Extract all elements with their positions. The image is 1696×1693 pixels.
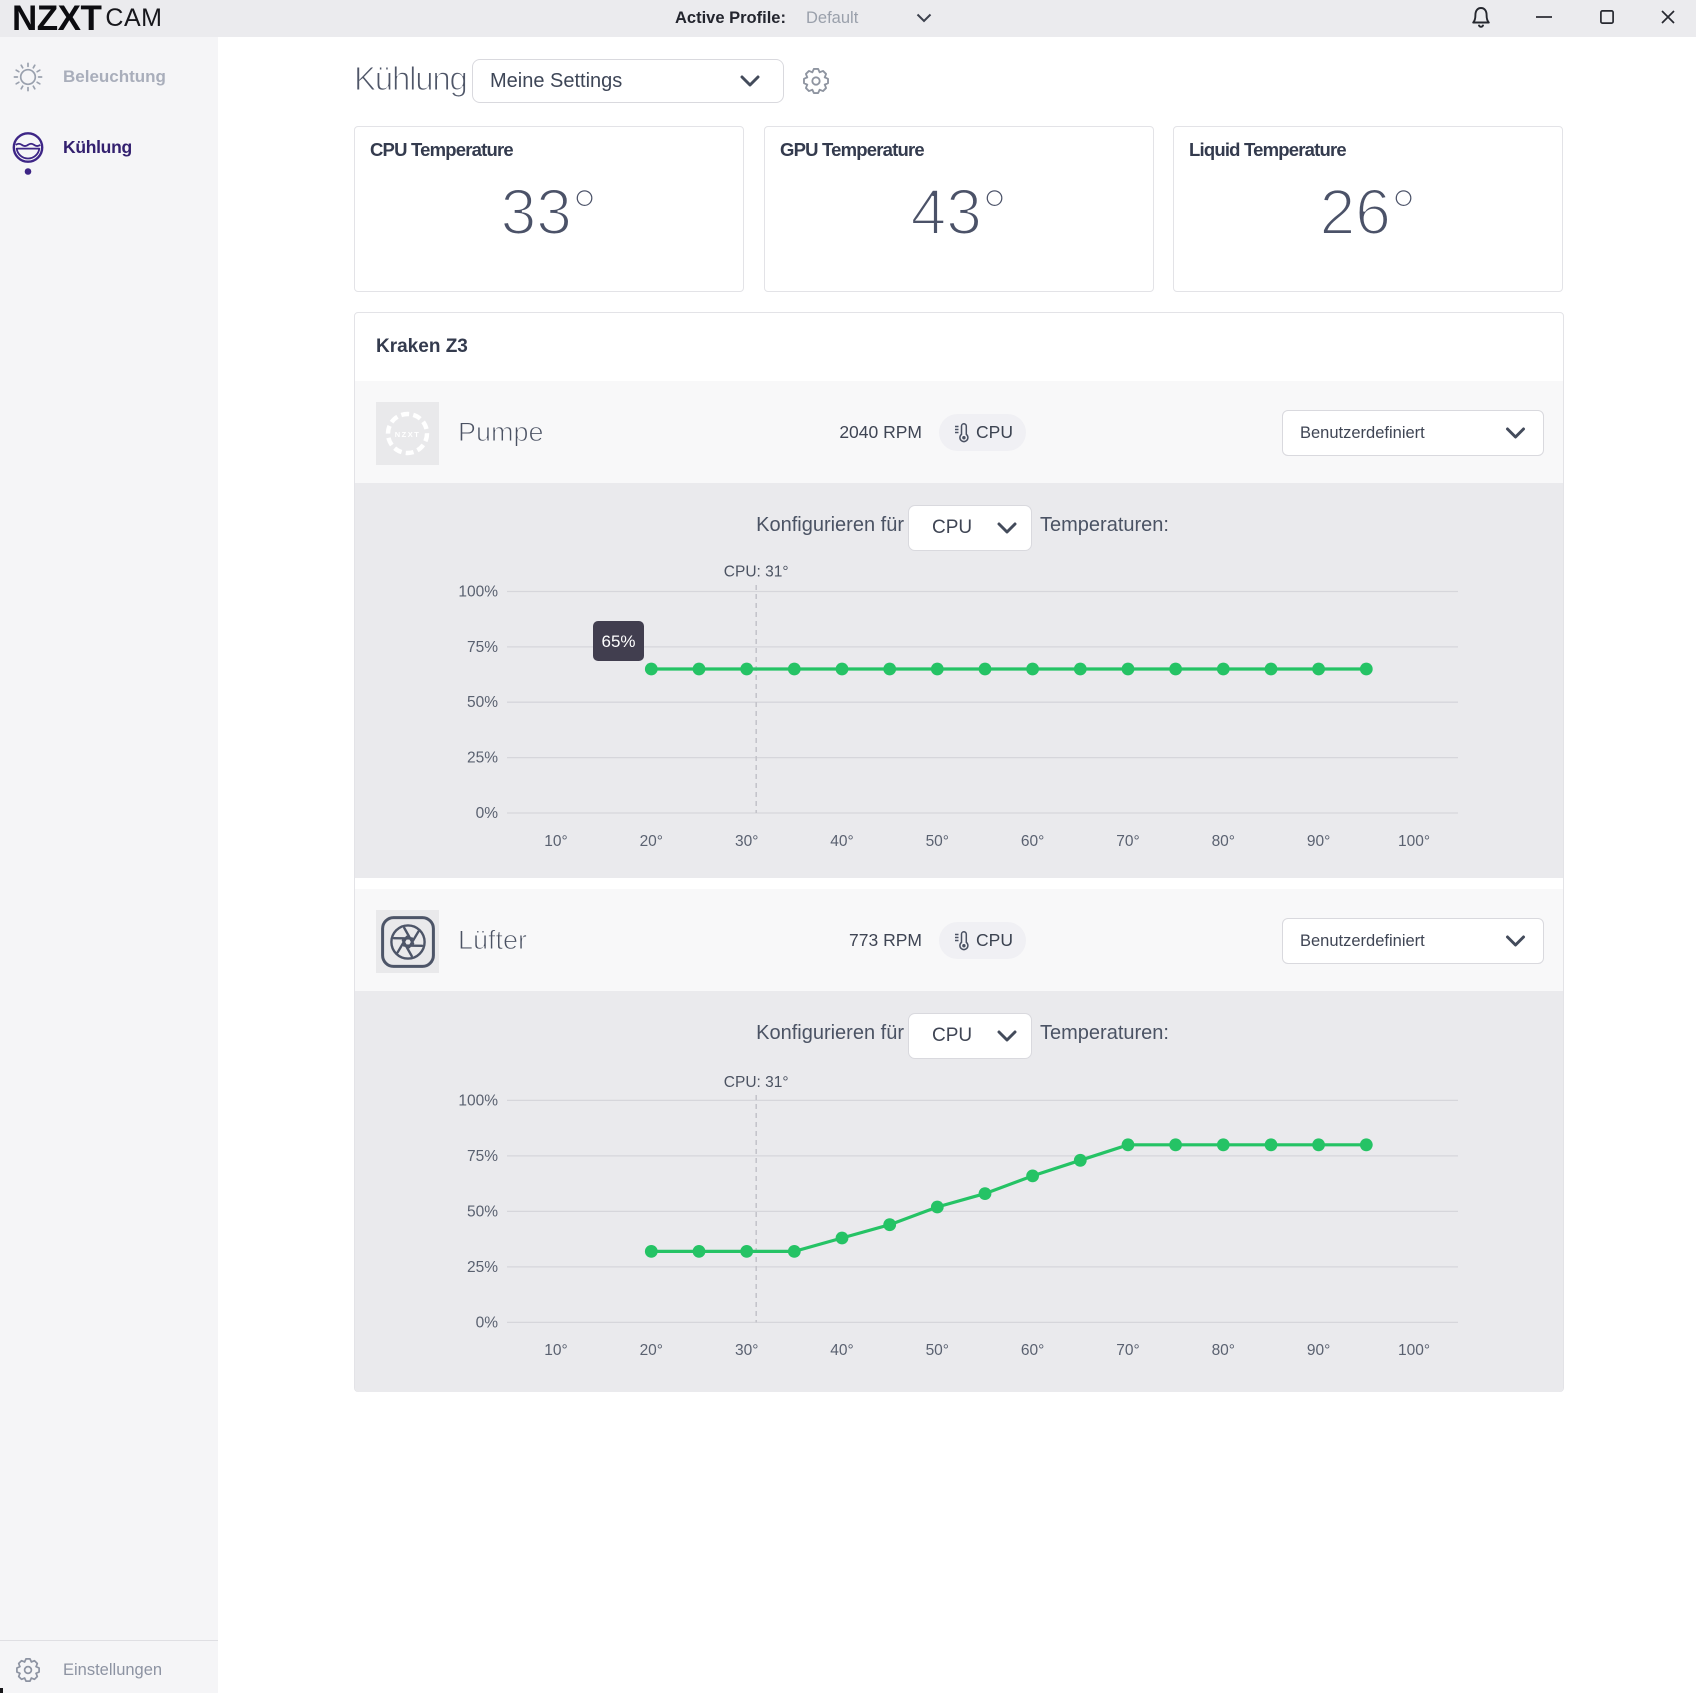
svg-text:90°: 90° <box>1307 833 1330 850</box>
svg-text:20°: 20° <box>640 833 663 850</box>
svg-text:0%: 0% <box>476 805 499 822</box>
svg-text:50°: 50° <box>926 833 949 850</box>
svg-text:70°: 70° <box>1116 833 1139 850</box>
svg-text:100%: 100% <box>458 1092 498 1109</box>
svg-text:25%: 25% <box>467 750 498 767</box>
svg-text:CPU: 31°: CPU: 31° <box>724 1074 789 1091</box>
svg-text:NZXT: NZXT <box>395 430 421 439</box>
svg-text:100°: 100° <box>1398 833 1430 850</box>
svg-text:30°: 30° <box>735 1342 758 1359</box>
svg-text:80°: 80° <box>1212 1342 1235 1359</box>
svg-text:0%: 0% <box>476 1314 499 1331</box>
svg-text:75%: 75% <box>467 639 498 656</box>
svg-text:50°: 50° <box>926 1342 949 1359</box>
svg-text:90°: 90° <box>1307 1342 1330 1359</box>
svg-text:CPU: 31°: CPU: 31° <box>724 564 789 581</box>
svg-text:60°: 60° <box>1021 833 1044 850</box>
svg-text:80°: 80° <box>1212 833 1235 850</box>
svg-text:10°: 10° <box>544 1342 567 1359</box>
svg-text:60°: 60° <box>1021 1342 1044 1359</box>
svg-text:70°: 70° <box>1116 1342 1139 1359</box>
svg-text:65%: 65% <box>601 632 635 651</box>
svg-text:25%: 25% <box>467 1259 498 1276</box>
svg-text:10°: 10° <box>544 833 567 850</box>
svg-text:100°: 100° <box>1398 1342 1430 1359</box>
svg-text:20°: 20° <box>640 1342 663 1359</box>
svg-text:30°: 30° <box>735 833 758 850</box>
svg-text:50%: 50% <box>467 694 498 711</box>
svg-text:50%: 50% <box>467 1203 498 1220</box>
svg-text:40°: 40° <box>830 833 853 850</box>
svg-text:75%: 75% <box>467 1148 498 1165</box>
svg-text:100%: 100% <box>458 584 498 601</box>
svg-text:40°: 40° <box>830 1342 853 1359</box>
